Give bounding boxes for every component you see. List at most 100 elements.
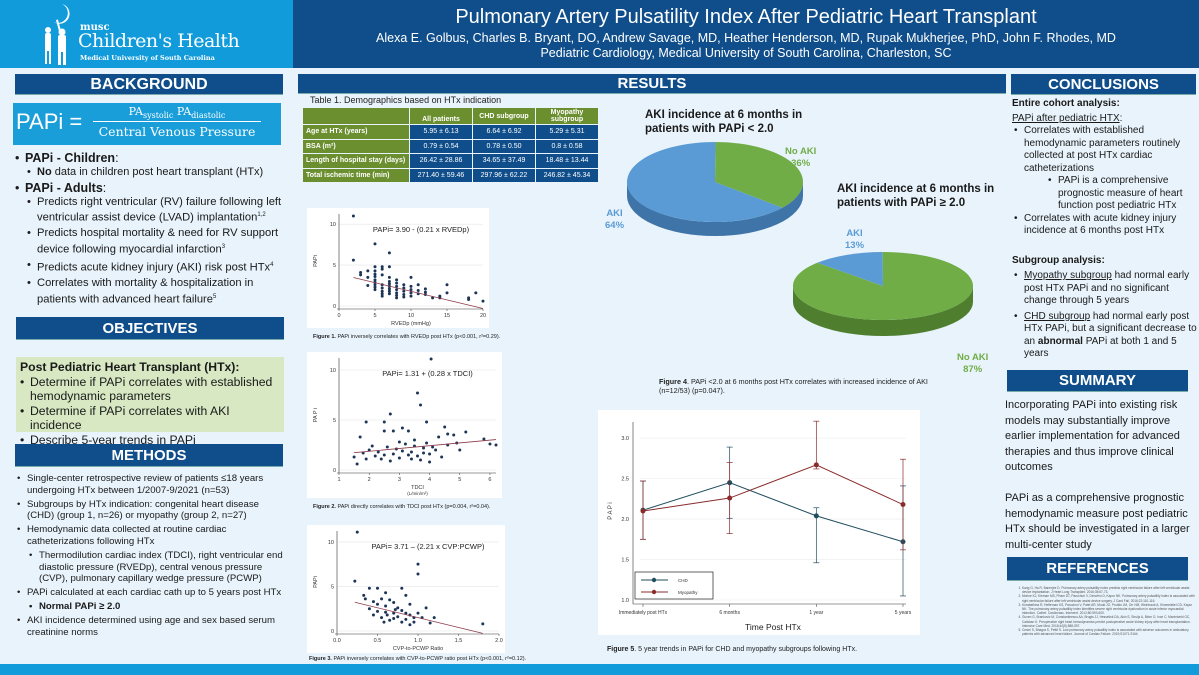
data-point bbox=[422, 446, 426, 450]
data-point bbox=[409, 291, 413, 295]
data-point bbox=[376, 586, 379, 590]
methods-heading: METHODS bbox=[15, 444, 283, 467]
data-point bbox=[446, 432, 450, 436]
data-point bbox=[387, 275, 391, 279]
data-point bbox=[379, 457, 383, 461]
data-point bbox=[397, 456, 401, 460]
data-point bbox=[422, 451, 426, 455]
data-point bbox=[412, 620, 416, 624]
x-tick-label: 1 year bbox=[809, 610, 823, 616]
ref-sup: 4 bbox=[270, 261, 274, 268]
table-row: Total ischemic time (min) 271.40 ± 59.46 2… bbox=[302, 167, 599, 183]
data-point bbox=[428, 460, 432, 464]
data-point bbox=[640, 508, 646, 514]
data-point bbox=[416, 283, 420, 287]
data-point bbox=[385, 445, 389, 449]
figure-2-scatter: 0 5 10 1 2 3 4 5 6 PAPi= 1.31 + (0.28 x TDCI) TDCI… bbox=[307, 352, 502, 498]
methods-item: Subgroups by HTx indication: congenital … bbox=[17, 499, 283, 523]
data-point bbox=[416, 562, 420, 566]
data-point bbox=[429, 357, 433, 361]
x-tick-label: 0.0 bbox=[333, 638, 341, 644]
data-point bbox=[409, 288, 413, 292]
data-point bbox=[409, 294, 413, 298]
caption-bold: Figure 3. bbox=[309, 656, 332, 662]
adults-label: PAPi - Adults bbox=[25, 180, 103, 195]
data-point bbox=[373, 285, 377, 289]
fit-line bbox=[354, 601, 483, 634]
x-tick-label: Immediately post HTx bbox=[619, 610, 668, 616]
conclusion-item: Correlates with established hemodynamic … bbox=[1014, 125, 1197, 175]
data-point bbox=[409, 457, 413, 461]
data-point bbox=[367, 448, 371, 452]
x-axis-label: CVP-to-PCWP Ratio bbox=[393, 646, 443, 652]
data-point bbox=[355, 530, 359, 534]
y-tick-label: 5 bbox=[333, 418, 336, 424]
data-point bbox=[373, 454, 377, 458]
logo-childrens-health-text: Children's Health bbox=[78, 30, 240, 52]
table-row: Age at HTx (years) 5.95 ± 6.13 6.64 ± 6.92… bbox=[302, 124, 599, 140]
row-label: Length of hospital stay (days) bbox=[302, 153, 410, 169]
regression-equation: PAPi= 1.31 + (0.28 x TDCI) bbox=[382, 369, 473, 378]
reference-item: Guven G, Brankovic M, Constantinescu AA,… bbox=[1022, 615, 1196, 628]
x-tick-label: 1.5 bbox=[455, 638, 463, 644]
legend-box bbox=[634, 571, 714, 600]
data-point bbox=[404, 593, 408, 597]
data-point bbox=[373, 275, 377, 279]
data-point bbox=[419, 403, 423, 407]
pie-side bbox=[793, 286, 973, 336]
data-point bbox=[363, 597, 367, 601]
data-point bbox=[397, 440, 401, 444]
formula-diastolic-sub: diastolic bbox=[191, 111, 226, 121]
x-tick-label: 1 bbox=[337, 477, 340, 483]
adults-item-text: Correlates with mortality & hospitalizat… bbox=[37, 277, 254, 306]
y-tick-label: 2.5 bbox=[621, 477, 629, 483]
data-point bbox=[409, 275, 413, 279]
after-label: PAPi after pediatric HTX bbox=[1012, 112, 1120, 124]
adults-item: PAPi - Adults: bbox=[15, 181, 290, 196]
data-point bbox=[380, 289, 384, 293]
formula-pa-diastolic: PA bbox=[176, 105, 192, 118]
figure-3-scatter: 0 5 10 0.0 0.5 1.0 1.5 2.0 PAPi= 3.71 – (2.21 x … bbox=[307, 525, 505, 653]
x-tick-label: 2.0 bbox=[495, 638, 503, 644]
data-point bbox=[400, 449, 404, 453]
data-point bbox=[416, 611, 420, 615]
logo-musc-text: musc bbox=[80, 22, 110, 33]
data-point bbox=[395, 281, 399, 285]
chd-conclusion: CHD subgroup had normal early post HTx P… bbox=[1014, 311, 1197, 361]
data-point bbox=[395, 291, 399, 295]
data-point bbox=[416, 391, 419, 395]
data-point bbox=[395, 296, 399, 300]
data-point bbox=[351, 214, 355, 218]
formula-pa-systolic: PA bbox=[128, 105, 143, 118]
table-cell: 34.65 ± 37.49 bbox=[472, 153, 536, 169]
logo-university-text: Medical University of South Carolina bbox=[80, 54, 215, 62]
data-point bbox=[396, 606, 400, 610]
table-header: CHD subgroup bbox=[472, 107, 536, 125]
caption-text: . PAPi <2.0 at 6 months post HTx correla… bbox=[659, 377, 928, 395]
x-tick-label: 5 years bbox=[895, 610, 912, 616]
methods-item: Hemodynamic data collected at routine ca… bbox=[17, 524, 283, 548]
methods-item: Single-center retrospective review of pa… bbox=[17, 473, 283, 497]
slice-label: No AKI bbox=[785, 146, 817, 157]
data-point bbox=[387, 289, 391, 293]
adults-item-3: Predicts acute kidney injury (AKI) risk … bbox=[27, 259, 290, 275]
data-point bbox=[385, 613, 389, 617]
formula-denominator: Central Venous Pressure bbox=[98, 124, 256, 139]
data-point bbox=[387, 292, 391, 296]
x-tick-label: 0 bbox=[337, 313, 340, 319]
data-point bbox=[408, 623, 412, 627]
data-point bbox=[813, 513, 819, 519]
table-cell: 0.8 ± 0.58 bbox=[535, 138, 599, 154]
data-point bbox=[391, 429, 395, 433]
figure-4-caption: Figure 4. PAPi <2.0 at 6 months post HTx… bbox=[659, 377, 929, 395]
data-point bbox=[373, 278, 377, 282]
pie-2-label-no-aki: No AKI 87% bbox=[957, 352, 989, 375]
y-axis-label: P A P i bbox=[608, 502, 614, 519]
table-cell: 18.48 ± 13.44 bbox=[535, 153, 599, 169]
data-point bbox=[380, 616, 384, 620]
data-point bbox=[371, 600, 375, 604]
legend-label: Myopathy bbox=[678, 590, 698, 595]
data-point bbox=[387, 279, 391, 283]
table-cell: 271.40 ± 59.46 bbox=[409, 167, 473, 183]
data-point bbox=[419, 458, 423, 462]
